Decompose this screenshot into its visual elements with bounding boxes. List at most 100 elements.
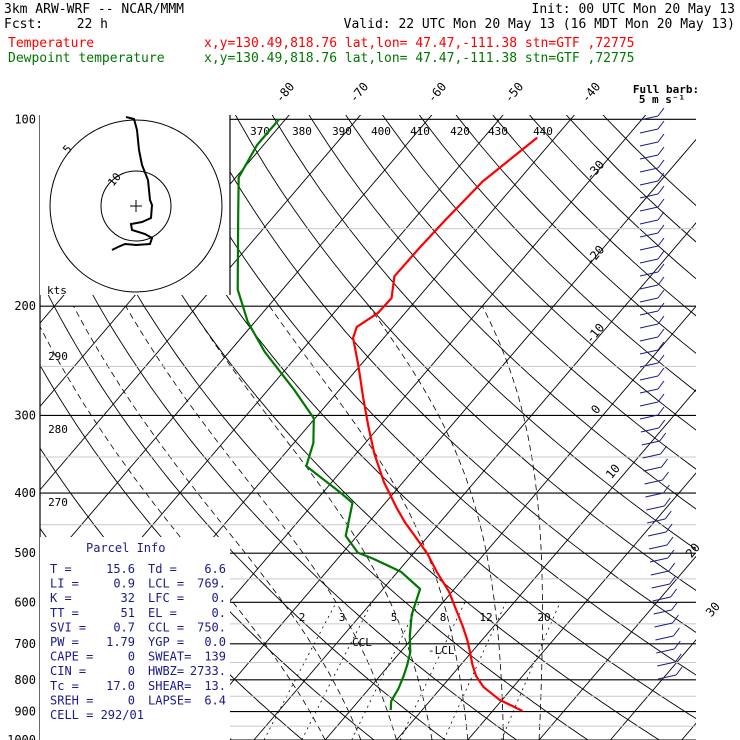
moist-adiabat bbox=[368, 305, 504, 740]
wind-barb-flag bbox=[662, 484, 670, 494]
wind-barb bbox=[639, 141, 659, 147]
parcel-row-label: CIN = bbox=[50, 664, 86, 678]
parcel-row-label: LI = bbox=[50, 577, 79, 591]
wind-barb-flag bbox=[657, 393, 665, 403]
mixing-ratio-label: 20 bbox=[537, 611, 550, 624]
wind-barb-flag bbox=[657, 159, 665, 169]
legend-dewpoint-label: Dewpoint temperature bbox=[8, 51, 165, 66]
wind-barb bbox=[648, 531, 667, 537]
parcel-row-label2: YGP = bbox=[148, 635, 184, 649]
mixing-ratio-label: 3 bbox=[339, 611, 346, 624]
wind-barb bbox=[643, 466, 662, 472]
wind-barb-flag bbox=[661, 458, 668, 468]
dry-adiabat-label: 430 bbox=[488, 125, 508, 138]
wind-barb bbox=[639, 401, 659, 407]
wind-barb bbox=[654, 622, 673, 628]
model-title: 3km ARW-WRF -- NCAR/MMM bbox=[4, 2, 184, 17]
parcel-row-value: 0.9 bbox=[113, 577, 135, 591]
parcel-row-label2: HWBZ= bbox=[148, 664, 184, 678]
wind-barb-flag bbox=[667, 549, 675, 559]
wind-barb-flag bbox=[666, 536, 674, 546]
moist-adiabat bbox=[269, 305, 469, 740]
isotherm-label: -20 bbox=[583, 243, 608, 269]
parcel-row-value2: 769. bbox=[197, 577, 226, 591]
wind-barb bbox=[652, 596, 671, 602]
hodograph-ring-outer bbox=[49, 119, 223, 293]
wind-barb bbox=[653, 609, 672, 615]
pressure-tick-label: 800 bbox=[14, 673, 36, 687]
parcel-row-value2: 0.0 bbox=[204, 635, 226, 649]
isotherm-label: 0 bbox=[588, 402, 603, 417]
wind-barb bbox=[650, 570, 669, 576]
wind-barb-flag bbox=[657, 146, 665, 156]
isotherm-label: 30 bbox=[703, 599, 723, 619]
wind-barb-flag bbox=[673, 640, 681, 650]
wind-barb-flag bbox=[675, 666, 683, 676]
wind-barbs bbox=[639, 107, 683, 680]
wind-barb bbox=[639, 336, 659, 342]
parcel-row-value: 0 bbox=[128, 693, 135, 707]
dry-adiabat-label: 400 bbox=[371, 125, 391, 138]
wind-barb-flag bbox=[657, 367, 665, 377]
wind-barb bbox=[639, 193, 659, 199]
parcel-row-label2: LCL = bbox=[148, 577, 184, 591]
barb-legend-value: 5 m s⁻¹ bbox=[639, 93, 685, 106]
wind-barb-flag bbox=[657, 315, 665, 325]
hodograph-ring-inner bbox=[100, 170, 172, 242]
hodograph-trace bbox=[111, 116, 154, 251]
wind-barb bbox=[639, 271, 659, 277]
legend-temperature-info: x,y=130.49,818.76 lat,lon= 47.47,-111.38… bbox=[204, 36, 634, 51]
wind-barb bbox=[639, 219, 659, 225]
wind-barb-flag bbox=[657, 224, 665, 234]
moist-adiabat bbox=[73, 306, 362, 740]
parcel-row-value: 1.79 bbox=[106, 635, 135, 649]
mixing-ratio-label: 8 bbox=[440, 611, 447, 624]
wind-barb-flag bbox=[657, 276, 665, 286]
wind-barb-flag bbox=[657, 380, 665, 390]
wind-barb-flag bbox=[657, 198, 665, 208]
parcel-row-label2: LFC = bbox=[148, 591, 184, 605]
wind-barb-flag bbox=[662, 471, 669, 481]
parcel-row-label2: SHEAR= bbox=[148, 679, 191, 693]
wind-barb-flag bbox=[657, 120, 665, 130]
wind-barb bbox=[639, 362, 659, 368]
parcel-row-label: CELL = 292/01 bbox=[50, 708, 144, 722]
parcel-row-value2: 6.4 bbox=[204, 693, 226, 707]
wind-barb bbox=[657, 661, 676, 667]
wind-barb-flag bbox=[657, 289, 665, 299]
dry-adiabat-label: 420 bbox=[450, 125, 470, 138]
parcel-row-label: K = bbox=[50, 591, 72, 605]
parcel-row-value: 17.0 bbox=[106, 679, 135, 693]
parcel-info: T = 15.6 Td = 6.6 LI = 0.9 LCL = 769. K = 32 LFC =… bbox=[50, 562, 226, 722]
wind-barb bbox=[639, 258, 659, 264]
hodograph-speed-label: kts bbox=[47, 284, 67, 297]
wind-barb-flag bbox=[665, 523, 673, 533]
pressure-tick-label: 200 bbox=[14, 299, 36, 313]
wind-barb bbox=[639, 245, 659, 251]
parcel-row-value2: 750. bbox=[197, 620, 226, 634]
barb-legend-title: Full barb: bbox=[633, 83, 699, 96]
wind-barb-flag bbox=[664, 510, 672, 520]
legend-temperature-label: Temperature bbox=[8, 36, 94, 51]
pressure-tick-label: 700 bbox=[14, 637, 36, 651]
isotherm-label: -30 bbox=[583, 158, 608, 184]
dry-adiabat-label: 410 bbox=[410, 125, 430, 138]
dry-adiabat-label: 290 bbox=[48, 350, 68, 363]
wind-barb-flag bbox=[657, 354, 665, 364]
wind-barb bbox=[646, 505, 665, 511]
isotherm-label: -50 bbox=[502, 80, 527, 106]
wind-barb bbox=[640, 427, 659, 433]
wind-barb-flag bbox=[657, 341, 665, 351]
parcel-row-value: 32 bbox=[121, 591, 135, 605]
wind-barb-flag bbox=[672, 614, 679, 624]
pressure-tick-label: 400 bbox=[14, 486, 36, 500]
parcel-row-value: 15.6 bbox=[106, 562, 135, 576]
isotherm-label: -70 bbox=[347, 80, 372, 106]
wind-barb bbox=[639, 180, 659, 186]
wind-barb-flag bbox=[663, 497, 671, 507]
isotherm bbox=[467, 472, 696, 740]
wind-barb-flag bbox=[657, 302, 665, 312]
hodograph-background bbox=[40, 115, 230, 295]
mixing-ratio-label: 2 bbox=[299, 611, 306, 624]
parcel-row-value: 0 bbox=[128, 650, 135, 664]
